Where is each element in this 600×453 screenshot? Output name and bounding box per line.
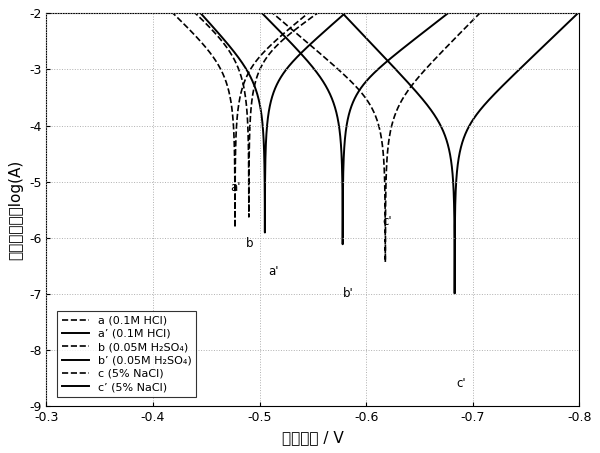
- Text: c': c': [457, 377, 466, 390]
- Text: b: b: [245, 237, 253, 250]
- Y-axis label: 电流的对数／log(A): 电流的对数／log(A): [8, 159, 23, 260]
- Text: a': a': [231, 181, 241, 194]
- Text: b': b': [343, 288, 353, 300]
- X-axis label: 电极电位 / V: 电极电位 / V: [282, 429, 344, 445]
- Legend: a (0.1M HCl), a’ (0.1M HCl), b (0.05M H₂SO₄), b’ (0.05M H₂SO₄), c (5% NaCl), c’ : a (0.1M HCl), a’ (0.1M HCl), b (0.05M H₂…: [57, 311, 196, 397]
- Text: c': c': [382, 215, 392, 227]
- Text: a': a': [268, 265, 278, 278]
